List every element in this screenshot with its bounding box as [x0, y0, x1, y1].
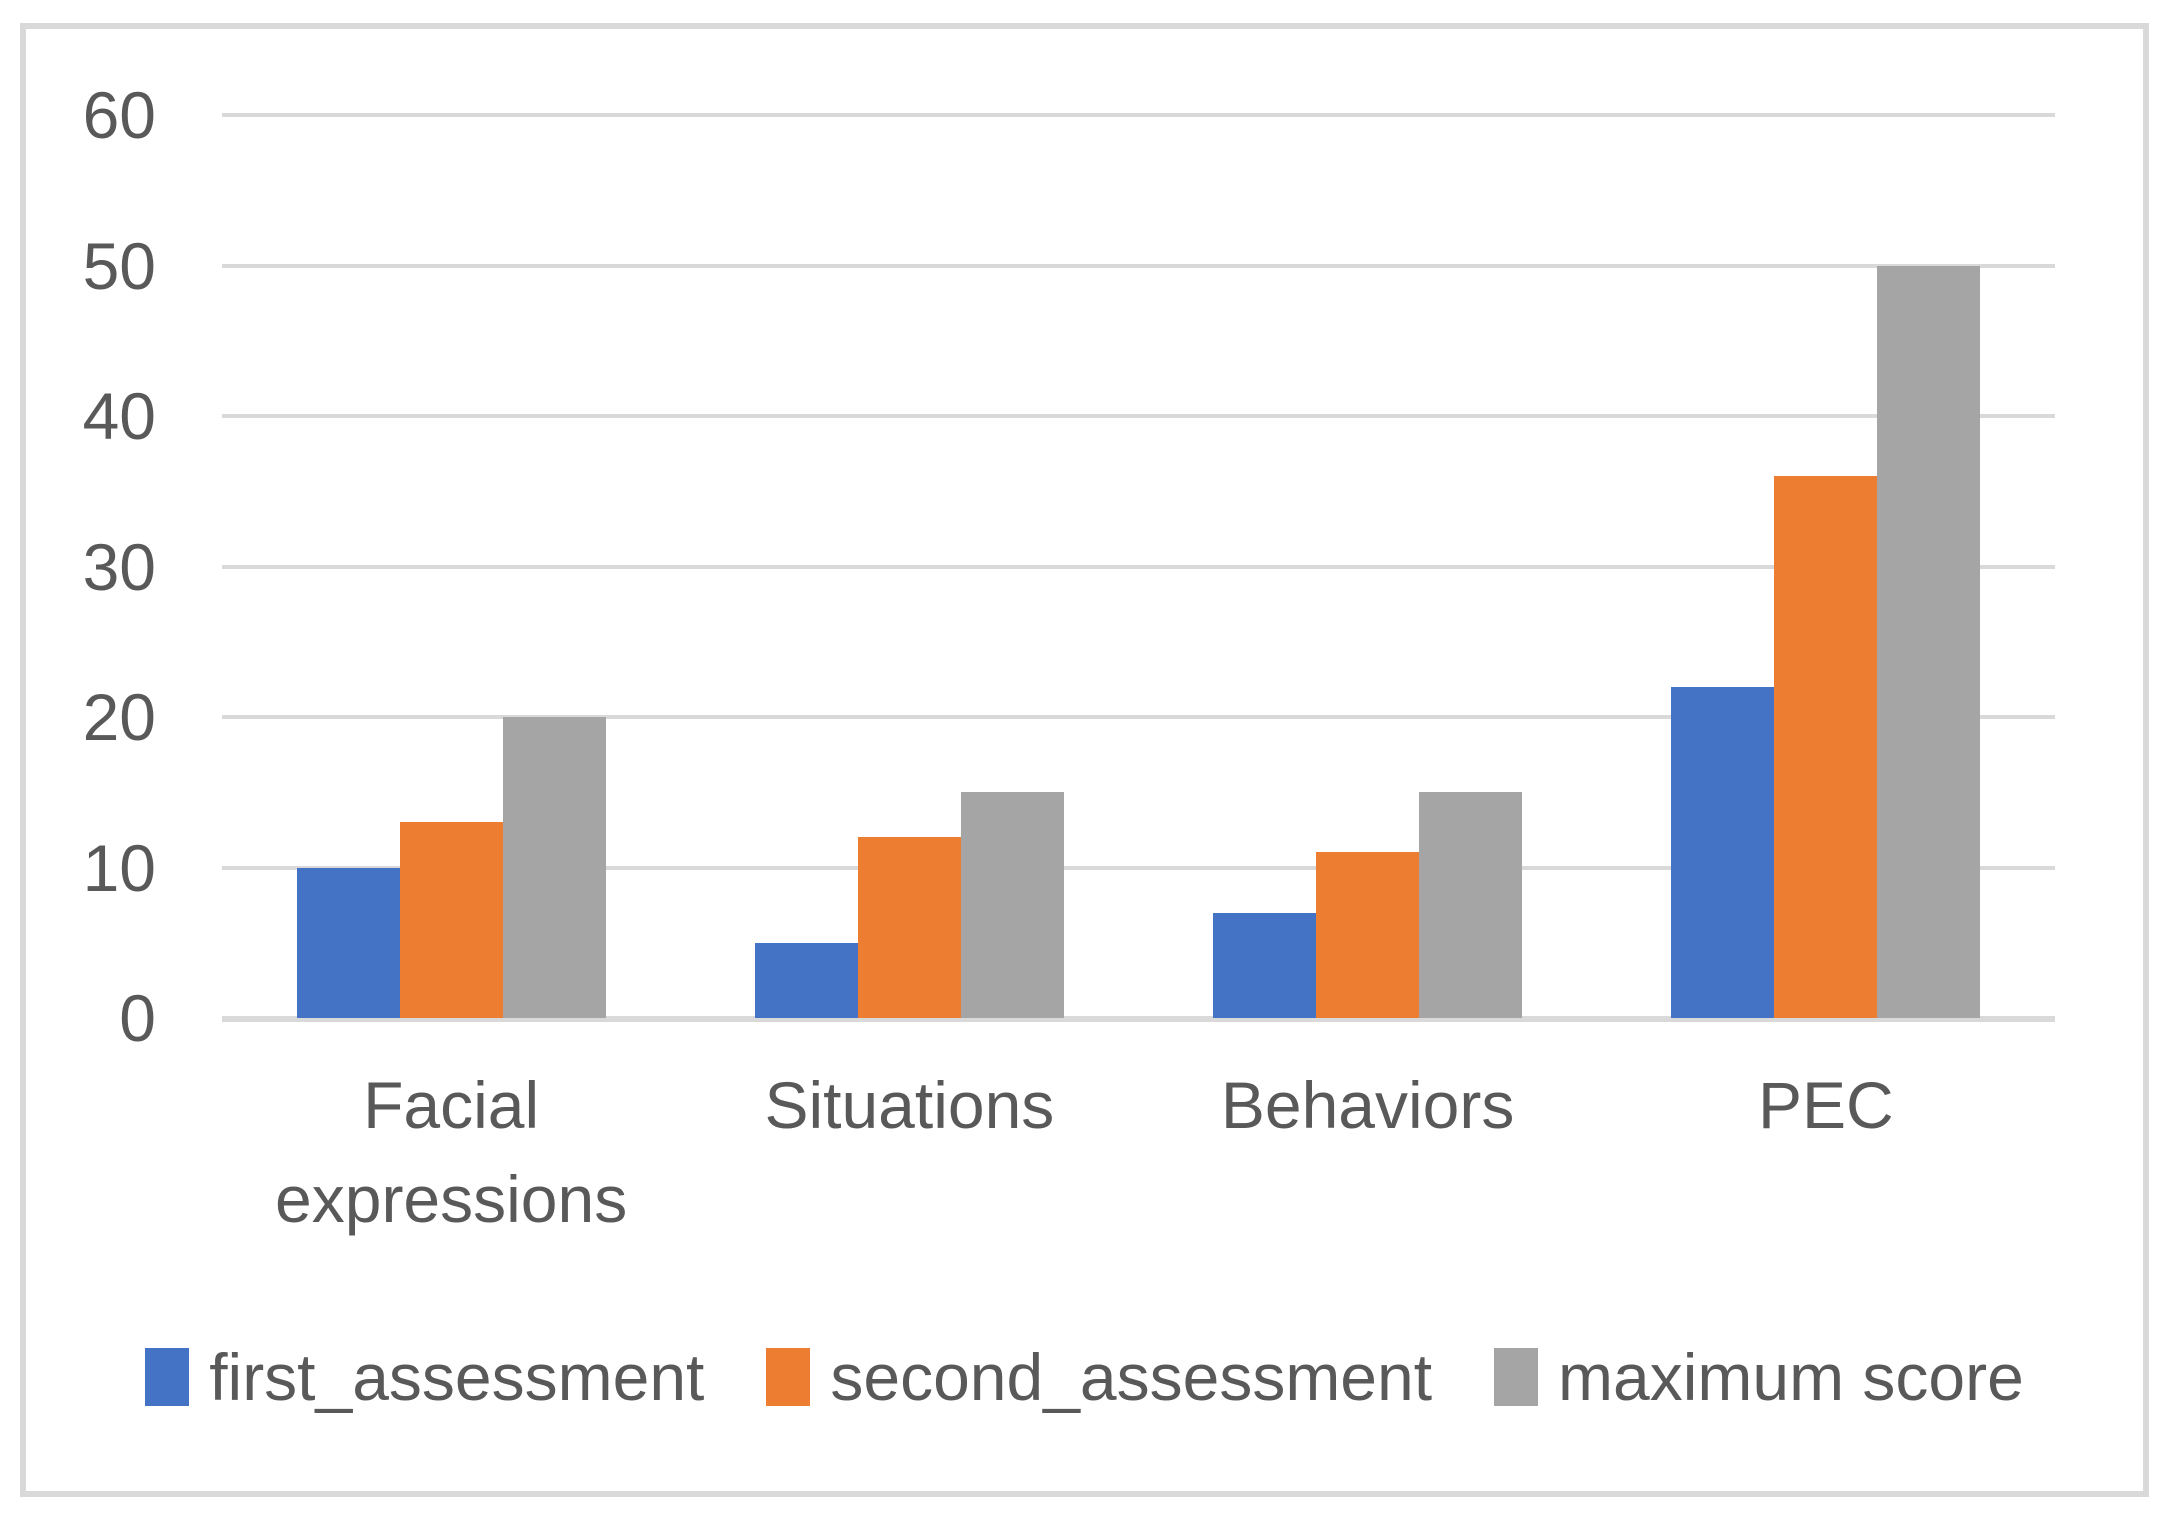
category-label: Facial expressions [275, 1068, 628, 1236]
gridline [222, 113, 2055, 117]
bar-maximum-score [1419, 792, 1523, 1018]
bar-second_assessment [399, 822, 503, 1018]
bar-maximum-score [1877, 265, 1981, 1018]
legend-item: second_assessment [766, 1339, 1432, 1415]
legend-item: maximum score [1494, 1339, 2024, 1415]
x-axis-line [222, 1016, 2055, 1022]
y-tick-label: 0 [119, 981, 156, 1055]
y-tick-label: 60 [82, 78, 156, 152]
chart-figure: 0 10 20 30 40 50 60 Facial expressions Situatio… [20, 23, 2149, 1497]
y-tick-label: 50 [82, 228, 156, 303]
y-tick-label: 40 [82, 379, 156, 453]
bar-maximum-score [960, 792, 1064, 1018]
x-axis-category-labels: Facial expressions Situations Behaviors PEC [222, 1059, 2055, 1299]
gridline [222, 263, 2055, 268]
legend-item: first_assessment [145, 1339, 704, 1415]
plot-area [222, 113, 2055, 1022]
bar-first_assessment [754, 942, 858, 1018]
bar-first_assessment [1671, 686, 1775, 1018]
bar-group [680, 115, 1138, 1018]
bar-first_assessment [296, 867, 400, 1018]
legend: first_assessment second_assessment maximum… [26, 1339, 2143, 1415]
legend-swatch-icon [766, 1348, 811, 1406]
category-label: Behaviors [1220, 1068, 1515, 1142]
bar-second_assessment [857, 837, 961, 1018]
gridline [222, 715, 2055, 719]
y-tick-label: 10 [82, 830, 156, 905]
legend-swatch-icon [1494, 1348, 1539, 1406]
bar-group [1597, 115, 2055, 1018]
bar-second_assessment [1316, 852, 1420, 1018]
y-tick-label: 30 [82, 529, 156, 604]
category-label: Situations [764, 1068, 1055, 1142]
category-label: PEC [1758, 1068, 1894, 1142]
bar-group [1139, 115, 1597, 1018]
bar-maximum-score [502, 717, 606, 1018]
gridline [222, 564, 2055, 569]
bar-first_assessment [1213, 912, 1317, 1018]
y-tick-label: 20 [82, 680, 156, 754]
bar-second_assessment [1774, 476, 1878, 1018]
legend-label: maximum score [1558, 1340, 2024, 1414]
legend-label: first_assessment [209, 1340, 705, 1414]
bar-group [222, 115, 680, 1018]
gridline [222, 865, 2055, 870]
legend-label: second_assessment [830, 1340, 1433, 1414]
legend-swatch-icon [145, 1348, 190, 1406]
gridline [222, 414, 2055, 418]
